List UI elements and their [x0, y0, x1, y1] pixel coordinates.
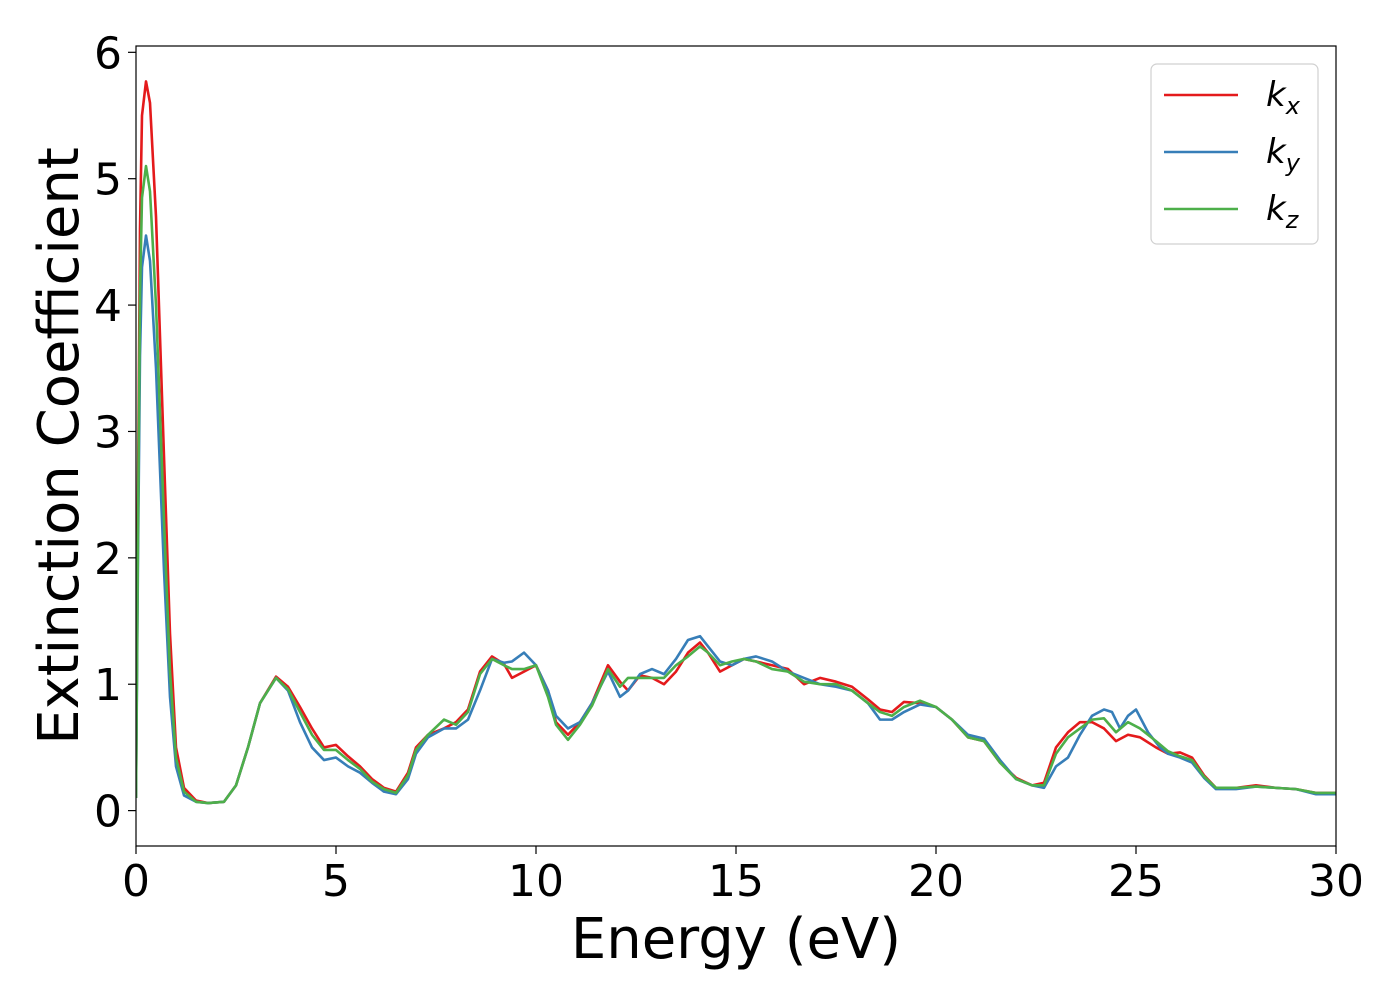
y-tick-label: 6 — [94, 28, 122, 79]
y-tick-label: 4 — [94, 281, 122, 332]
x-axis: 0 5 10 15 20 25 30 — [122, 846, 1364, 907]
x-tick-label: 25 — [1108, 856, 1164, 907]
series-line-ky — [136, 234, 1336, 805]
y-tick-label: 3 — [94, 407, 122, 458]
series-line-kz — [136, 164, 1336, 805]
plot-lines — [136, 80, 1336, 805]
x-tick-label: 15 — [708, 856, 764, 907]
x-tick-label: 5 — [322, 856, 350, 907]
x-tick-label: 20 — [908, 856, 964, 907]
y-tick-label: 5 — [94, 155, 122, 206]
x-tick-label: 10 — [508, 856, 564, 907]
legend-label-ky: ky — [1266, 132, 1301, 177]
legend-box — [1150, 63, 1319, 245]
y-axis-title: Extinction Coefficient — [27, 147, 92, 745]
legend-label-kz: kz — [1266, 189, 1300, 234]
y-axis: 0 1 2 3 4 5 6 — [94, 28, 136, 838]
x-axis-title: Energy (eV) — [571, 907, 901, 972]
y-tick-label: 2 — [94, 534, 122, 585]
x-tick-label: 0 — [122, 856, 150, 907]
legend-label-kx: kx — [1266, 75, 1301, 120]
y-tick-label: 1 — [94, 660, 122, 711]
x-tick-label: 30 — [1308, 856, 1364, 907]
y-tick-label: 0 — [94, 787, 122, 838]
legend: kx ky kz — [1150, 63, 1319, 245]
